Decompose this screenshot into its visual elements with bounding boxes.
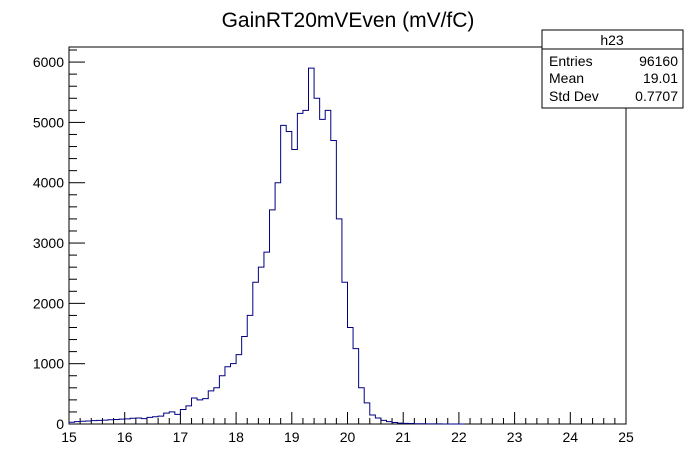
histogram-bin [381, 420, 387, 424]
x-tick-label: 22 [451, 429, 467, 445]
histogram-bin [292, 150, 298, 424]
histogram-bin [275, 183, 281, 424]
histogram-bin [270, 210, 276, 424]
histogram-bin [158, 416, 164, 424]
stats-stddev-label: Std Dev [549, 88, 599, 104]
histogram-bin [153, 417, 159, 424]
x-tick-label: 21 [395, 429, 411, 445]
histogram-bin [348, 327, 354, 424]
stats-box: h23 Entries 96160 Mean 19.01 Std Dev 0.7… [541, 29, 684, 109]
histogram-bin [102, 420, 108, 424]
histogram-bin [353, 349, 359, 424]
x-tick-label: 16 [117, 429, 133, 445]
y-tick-label: 1000 [33, 356, 64, 372]
chart-title: GainRT20mVEven (mV/fC) [222, 9, 475, 32]
y-tick-label: 4000 [33, 175, 64, 191]
histogram-bin [197, 400, 203, 424]
x-tick-label: 19 [284, 429, 300, 445]
histogram-bin [125, 419, 131, 424]
histogram-bin [331, 140, 337, 424]
histogram-bin [203, 399, 209, 424]
stats-box-name: h23 [600, 32, 624, 48]
x-tick-label: 25 [618, 429, 634, 445]
histogram-bin [236, 355, 242, 424]
y-tick-label: 6000 [33, 54, 64, 70]
stats-entries-label: Entries [549, 53, 593, 69]
histogram-bin [336, 219, 342, 424]
histogram-bin [309, 68, 315, 424]
x-tick-label: 15 [61, 429, 77, 445]
histogram-bin [175, 414, 181, 424]
histogram-bin [130, 418, 136, 424]
x-tick-label: 24 [563, 429, 579, 445]
histogram-bin [253, 282, 259, 424]
y-tick-label: 3000 [33, 235, 64, 251]
x-tick-label: 18 [228, 429, 244, 445]
histogram-outline [68, 67, 465, 425]
histogram-bin [164, 413, 170, 424]
histogram-bin [325, 110, 331, 424]
stats-stddev-value: 0.7707 [635, 88, 678, 104]
y-tick-label: 0 [56, 416, 64, 432]
x-axis: 15 16 17 18 19 20 21 22 23 24 25 [61, 412, 634, 445]
histogram-bin [108, 420, 114, 424]
histogram-bin [342, 282, 348, 424]
x-tick-label: 23 [507, 429, 523, 445]
histogram-bin [186, 406, 192, 424]
stats-mean-label: Mean [549, 70, 584, 86]
stats-entries-value: 96160 [639, 53, 678, 69]
histogram-bin [214, 388, 220, 424]
histogram-bin [169, 412, 175, 424]
histogram-bins [69, 68, 459, 424]
y-tick-label: 5000 [33, 114, 64, 130]
histogram-bin [375, 418, 381, 424]
histogram-bin [136, 418, 142, 424]
histogram-bin [219, 376, 225, 424]
histogram-bin [258, 267, 264, 424]
histogram-bin [247, 315, 253, 424]
histogram-bin [231, 364, 237, 424]
x-tick-label: 20 [340, 429, 356, 445]
histogram-bin [180, 410, 186, 424]
histogram-bin [114, 419, 120, 424]
stats-mean-value: 19.01 [643, 70, 678, 86]
histogram-bin [359, 388, 365, 424]
histogram-bin [97, 420, 103, 424]
histogram-bin [242, 337, 248, 424]
x-tick-label: 17 [173, 429, 189, 445]
histogram-bin [208, 391, 214, 424]
y-axis: 0 1000 2000 3000 4000 5000 6000 [33, 49, 85, 432]
histogram-bin [192, 398, 198, 424]
histogram-bin [314, 98, 320, 424]
histogram-bin [303, 110, 309, 424]
histogram-bin [364, 403, 370, 424]
histogram-bin [147, 417, 153, 424]
histogram-bin [286, 131, 292, 424]
histogram-bin [320, 119, 326, 424]
histogram-bin [281, 125, 287, 424]
histogram-bin [119, 419, 125, 424]
stats-box-frame [541, 29, 684, 109]
histogram-bin [297, 113, 303, 424]
histogram-bin [225, 367, 231, 424]
histogram-bin [141, 419, 147, 424]
histogram-bin [264, 252, 270, 424]
histogram-bin [370, 415, 376, 424]
y-tick-label: 2000 [33, 295, 64, 311]
